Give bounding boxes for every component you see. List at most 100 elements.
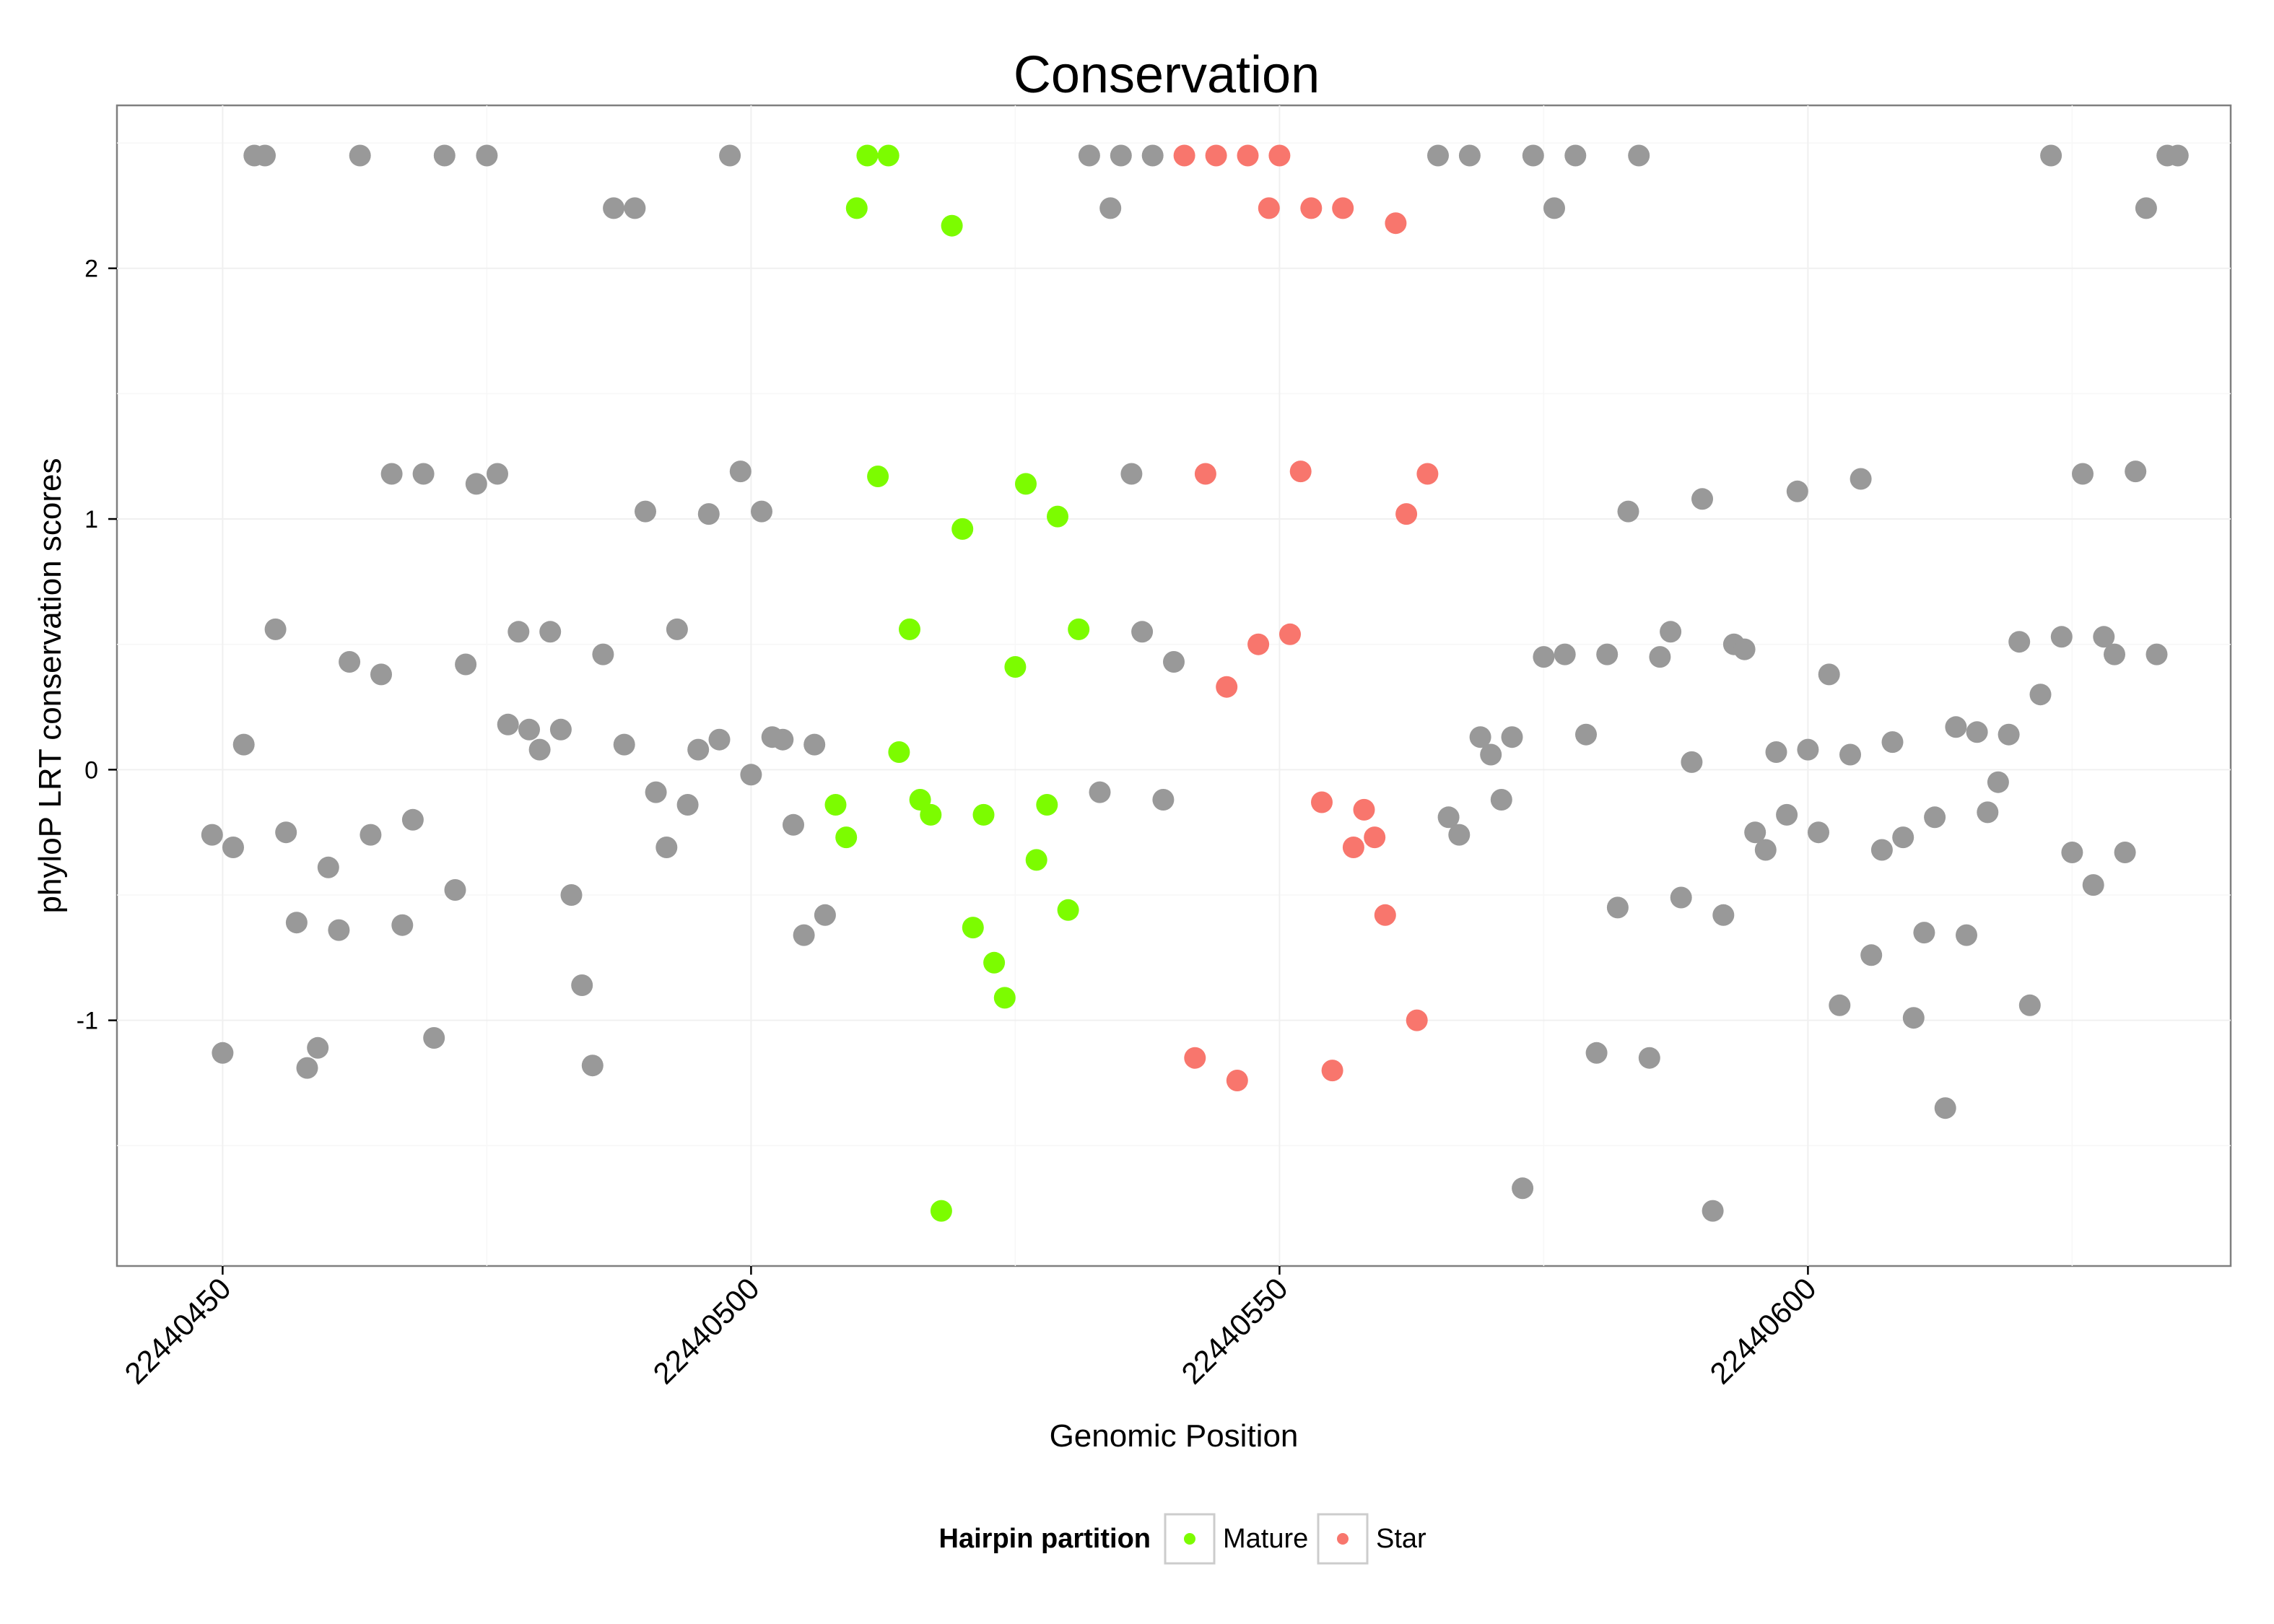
point-mature <box>824 794 847 816</box>
point-other <box>1469 726 1491 748</box>
point-other <box>560 884 583 906</box>
point-other <box>1818 663 1840 686</box>
point-other <box>1702 1200 1724 1222</box>
point-other <box>201 824 223 846</box>
point-other <box>339 651 361 673</box>
point-other <box>581 1055 604 1077</box>
y-tick-label: -1 <box>77 1008 98 1035</box>
y-axis-title: phyloP LRT conservation scores <box>32 458 68 913</box>
point-other <box>476 144 498 167</box>
x-axis-title: Genomic Position <box>1050 1418 1299 1454</box>
point-other <box>2146 643 2168 665</box>
data-points <box>201 144 2189 1222</box>
point-star <box>1237 144 1259 167</box>
point-mature <box>867 466 889 487</box>
point-other <box>1670 886 1692 909</box>
point-star <box>1321 1060 1343 1082</box>
point-other <box>2040 144 2062 167</box>
point-mature <box>856 144 879 167</box>
point-other <box>232 733 255 756</box>
point-other <box>613 733 635 756</box>
point-other <box>2125 460 2147 483</box>
point-star <box>1289 460 1312 483</box>
legend-label-star: Star <box>1376 1524 1426 1554</box>
point-mature <box>1015 473 1037 495</box>
point-other <box>645 781 667 803</box>
point-other <box>1152 789 1175 811</box>
point-other <box>328 919 350 941</box>
point-other <box>2104 643 2125 665</box>
point-other <box>1480 743 1502 766</box>
point-mature <box>993 987 1016 1009</box>
point-other <box>1638 1047 1660 1069</box>
point-other <box>401 808 424 831</box>
point-star <box>1258 197 1280 219</box>
point-other <box>1808 821 1829 844</box>
point-other <box>412 463 435 485</box>
point-other <box>1839 743 1861 766</box>
point-other <box>2029 684 2052 706</box>
point-other <box>1522 144 1544 167</box>
point-other <box>719 144 741 167</box>
point-star <box>1247 633 1270 655</box>
point-other <box>1797 738 1819 761</box>
point-other <box>1691 488 1713 510</box>
point-other <box>264 618 287 640</box>
y-tick-label: 2 <box>84 256 98 283</box>
point-other <box>1554 643 1576 665</box>
point-other <box>444 879 466 901</box>
point-other <box>729 460 752 483</box>
point-mature <box>1004 656 1027 678</box>
point-other <box>1786 480 1808 502</box>
point-other <box>455 653 477 676</box>
point-other <box>740 764 762 786</box>
point-other <box>433 144 456 167</box>
point-star <box>1300 197 1323 219</box>
point-other <box>1099 197 1122 219</box>
point-other <box>487 463 508 485</box>
y-tick-label: 1 <box>84 506 98 533</box>
point-other <box>2114 842 2136 863</box>
point-other <box>360 824 382 846</box>
point-star <box>1332 197 1354 219</box>
point-other <box>275 821 297 844</box>
point-other <box>1977 801 1999 824</box>
point-mature <box>1036 794 1058 816</box>
point-other <box>254 144 276 167</box>
point-other <box>1881 731 1904 754</box>
point-mature <box>1025 849 1047 871</box>
legend-label-mature: Mature <box>1223 1524 1308 1554</box>
point-other <box>1512 1177 1534 1200</box>
point-other <box>1956 924 1977 946</box>
point-other <box>2166 144 2189 167</box>
point-other <box>1712 904 1735 926</box>
point-mature <box>845 197 868 219</box>
point-other <box>708 728 731 751</box>
legend-marker-mature <box>1184 1533 1195 1545</box>
point-other <box>697 503 720 525</box>
point-other <box>1966 721 1988 743</box>
point-other <box>1575 723 1597 746</box>
legend: Hairpin partition Mature Star <box>939 1513 1426 1565</box>
point-other <box>1902 1007 1925 1029</box>
plot-panel <box>116 104 2232 1267</box>
point-other <box>1776 803 1798 826</box>
point-other <box>1585 1042 1608 1064</box>
point-other <box>1564 144 1587 167</box>
point-star <box>1395 503 1418 525</box>
point-other <box>2093 626 2115 648</box>
point-other <box>1649 646 1671 668</box>
point-other <box>1660 621 1682 643</box>
point-star <box>1194 463 1216 485</box>
point-other <box>1501 726 1523 748</box>
point-other <box>1987 771 2009 793</box>
point-star <box>1406 1009 1428 1031</box>
point-other <box>1934 1097 1956 1119</box>
point-other <box>1860 944 1883 966</box>
point-mature <box>1057 899 1079 921</box>
point-other <box>1744 821 1767 844</box>
point-other <box>1924 806 1946 829</box>
point-other <box>1089 781 1111 803</box>
point-other <box>2018 994 2041 1016</box>
